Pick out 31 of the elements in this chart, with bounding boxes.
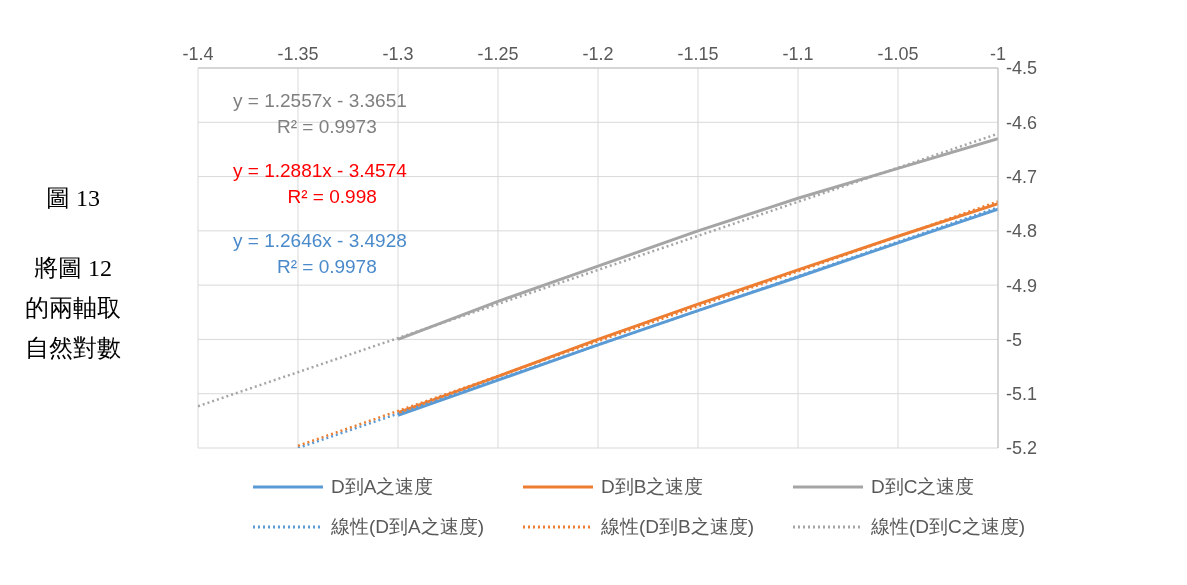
- y-tick-label: -5.2: [1006, 438, 1038, 459]
- y-tick-label: -4.5: [1006, 58, 1038, 79]
- y-tick-label: -5.1: [1006, 384, 1038, 405]
- y-tick-label: -4.7: [1006, 166, 1038, 187]
- y-tick-label: -4.6: [1006, 112, 1038, 133]
- y-tick-label: -5: [1006, 329, 1023, 350]
- annotation: y = 1.2557x - 3.3651: [233, 89, 407, 113]
- x-tick-label: -1.25: [477, 44, 519, 64]
- y-tick-label: -4.8: [1006, 221, 1038, 242]
- legend-label: D到A之速度: [331, 475, 434, 499]
- x-tick-label: -1.3: [382, 44, 414, 64]
- x-tick-label: -1.35: [277, 44, 319, 64]
- annotation: y = 1.2646x - 3.4928: [233, 229, 407, 253]
- x-tick-label: -1.1: [782, 44, 814, 64]
- legend-label: 線性(D到A之速度): [331, 515, 485, 539]
- annotation: R² = 0.9973: [275, 115, 377, 139]
- x-tick-label: -1: [989, 44, 1007, 64]
- x-tick-label: -1.4: [182, 44, 214, 64]
- x-tick-label: -1.15: [677, 44, 719, 64]
- legend-label: D到B之速度: [601, 475, 704, 499]
- annotation: y = 1.2881x - 3.4574: [233, 159, 407, 183]
- legend-label: D到C之速度: [871, 475, 975, 499]
- caption: 圖 13: [45, 184, 101, 213]
- x-tick-label: -1.2: [582, 44, 614, 64]
- annotation: R² = 0.9978: [275, 255, 377, 279]
- text: 將圖 12 的兩軸取自然對數: [24, 254, 122, 363]
- legend-label: 線性(D到B之速度): [601, 515, 755, 539]
- legend-label: 線性(D到C之速度): [871, 515, 1026, 539]
- x-tick-label: -1.05: [877, 44, 919, 64]
- annotation: R² = 0.998: [286, 185, 377, 209]
- y-tick-label: -4.9: [1006, 275, 1038, 296]
